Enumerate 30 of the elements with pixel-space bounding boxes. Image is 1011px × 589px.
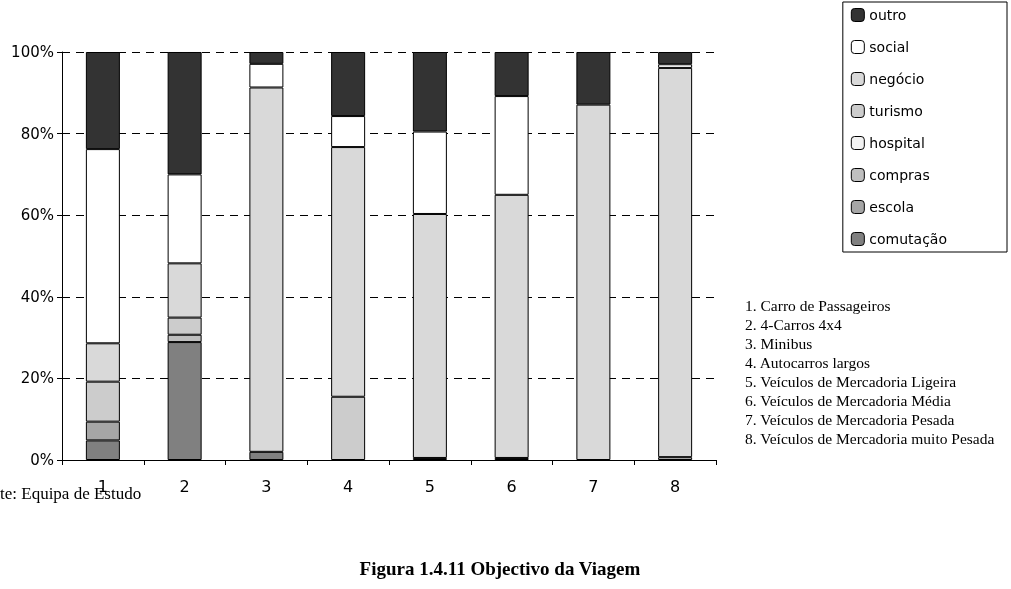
- legend-label: turismo: [869, 103, 923, 119]
- x-tick-label: 4: [343, 476, 354, 496]
- legend-label: comutação: [869, 231, 947, 247]
- y-tick-label: 60%: [20, 206, 54, 225]
- legend-label: compras: [869, 167, 930, 183]
- y-tick-label: 80%: [20, 124, 54, 143]
- y-tick-label: 0%: [30, 451, 54, 469]
- x-tick-label: 6: [506, 476, 517, 496]
- text: 8. Veículos de Mercadoria muito Pesada: [745, 429, 996, 448]
- text: 4. Autocarros largos: [745, 353, 871, 372]
- text: 6. Veículos de Mercadoria Média: [745, 391, 952, 410]
- x-tick-label: 8: [670, 476, 681, 496]
- x-tick-label: 7: [588, 476, 599, 496]
- x-tick-label: 2: [179, 476, 190, 496]
- text: Figura 1.4.11 Objectivo da Viagem: [358, 558, 642, 580]
- legend-label: outro: [869, 7, 907, 23]
- x-tick-label: 5: [424, 476, 435, 496]
- y-tick-label: 100%: [11, 43, 54, 61]
- y-tick-label: 20%: [20, 369, 54, 388]
- legend-label: social: [869, 39, 910, 55]
- legend-label: escola: [869, 199, 914, 215]
- x-tick-label: 3: [261, 476, 272, 496]
- text: 5. Veículos de Mercadoria Ligeira: [745, 372, 958, 391]
- text: 3. Minibus: [745, 334, 814, 353]
- text: 7. Veículos de Mercadoria Pesada: [745, 410, 956, 429]
- legend-label: negócio: [869, 71, 925, 87]
- text: 2. 4-Carros 4x4: [745, 315, 843, 334]
- y-tick-label: 40%: [20, 287, 54, 306]
- text: 1. Carro de Passageiros: [745, 296, 892, 315]
- legend-label: hospital: [869, 135, 925, 151]
